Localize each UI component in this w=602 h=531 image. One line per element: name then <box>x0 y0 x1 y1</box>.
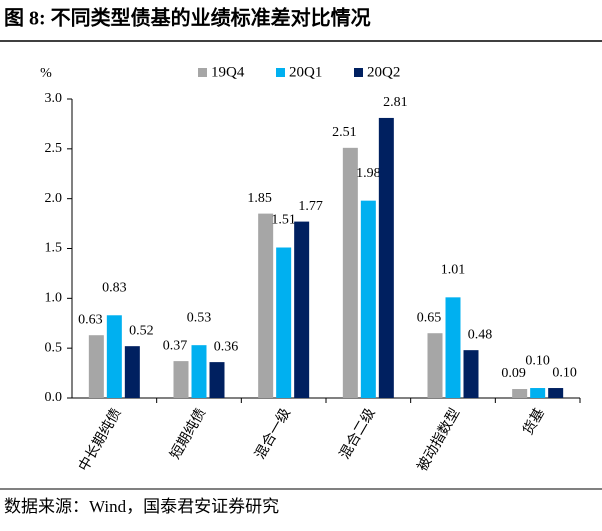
source: 数据来源：Wind，国泰君安证券研究 <box>4 497 279 516</box>
bar <box>512 389 528 398</box>
bar <box>294 221 310 398</box>
x-tick-label: 短期纯债 <box>167 406 209 462</box>
y-tick-label: 2.0 <box>45 191 63 206</box>
bar <box>106 315 122 398</box>
x-tick-label: 货基 <box>519 405 548 438</box>
value-label: 1.85 <box>247 191 272 206</box>
x-tick-label: 混合一级 <box>252 406 294 462</box>
bar <box>360 200 376 398</box>
value-label: 1.01 <box>441 263 466 278</box>
bar <box>463 350 479 398</box>
value-label: 2.51 <box>332 125 357 140</box>
bar <box>342 147 358 398</box>
value-label: 0.52 <box>129 323 154 338</box>
value-label: 0.53 <box>187 310 212 325</box>
y-unit: % <box>40 66 52 81</box>
value-label: 0.48 <box>468 327 493 342</box>
y-tick-label: 3.0 <box>45 91 63 106</box>
legend-label: 20Q2 <box>367 64 400 80</box>
value-label: 2.81 <box>383 95 408 110</box>
value-label: 1.77 <box>298 199 323 214</box>
value-label: 0.09 <box>501 366 526 381</box>
value-label: 0.36 <box>214 339 239 354</box>
value-label: 0.83 <box>102 280 127 295</box>
bar <box>276 247 292 398</box>
bar <box>209 362 225 398</box>
bar <box>445 297 461 398</box>
y-tick-label: 0.5 <box>45 340 63 355</box>
x-tick-label: 中长期纯债 <box>76 406 125 475</box>
bar <box>124 346 140 398</box>
y-tick-label: 0.0 <box>45 390 63 405</box>
y-tick-label: 1.5 <box>45 241 63 256</box>
bar <box>88 335 104 398</box>
bar <box>530 388 546 398</box>
bar <box>548 388 564 398</box>
y-tick-label: 1.0 <box>45 291 63 306</box>
value-label: 0.10 <box>525 353 550 368</box>
bar <box>258 213 274 398</box>
legend-label: 20Q1 <box>289 64 322 80</box>
value-label: 0.37 <box>163 338 188 353</box>
bar <box>378 117 394 398</box>
value-label: 1.98 <box>356 166 381 181</box>
legend-swatch <box>198 68 207 77</box>
value-label: 0.10 <box>552 365 577 380</box>
bar <box>191 345 207 398</box>
legend-swatch <box>354 68 363 77</box>
legend-swatch <box>276 68 285 77</box>
y-tick-label: 2.5 <box>45 141 63 156</box>
value-label: 0.63 <box>78 312 103 327</box>
value-label: 0.65 <box>417 310 442 325</box>
chart-title: 图 8: 不同类型债基的业绩标准差对比情况 <box>4 6 371 30</box>
bar <box>427 333 443 398</box>
x-tick-label: 混合二级 <box>337 406 379 462</box>
x-tick-label: 被动指数型 <box>414 406 463 475</box>
value-label: 1.51 <box>271 213 296 228</box>
bar <box>173 361 189 398</box>
legend-label: 19Q4 <box>211 64 245 80</box>
